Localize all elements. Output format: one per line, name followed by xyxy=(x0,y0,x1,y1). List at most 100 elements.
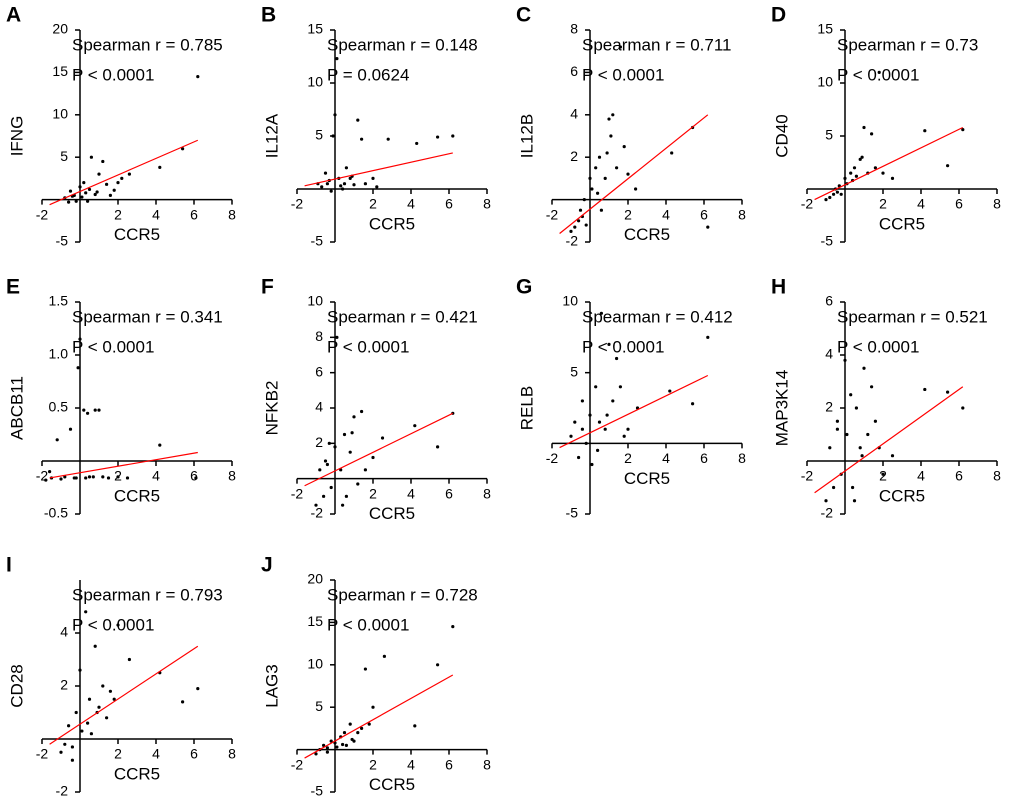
y-tick-label: 20 xyxy=(307,571,323,587)
fit-line xyxy=(559,374,709,449)
fit-line xyxy=(49,139,199,206)
point xyxy=(76,366,80,370)
annotation: Spearman r = 0.412 xyxy=(582,307,733,326)
point xyxy=(824,198,828,202)
point xyxy=(97,408,101,412)
x-axis-label: CCR5 xyxy=(879,486,925,505)
point xyxy=(852,166,857,170)
x-axis-label: CCR5 xyxy=(624,469,670,488)
point xyxy=(335,57,339,61)
point xyxy=(329,485,333,490)
point xyxy=(618,385,623,389)
y-tick-label: 1.0 xyxy=(49,346,69,362)
point xyxy=(584,223,588,227)
point xyxy=(594,385,598,389)
point xyxy=(605,413,609,417)
point xyxy=(873,166,878,170)
point xyxy=(854,406,859,410)
x-tick-label: -2 xyxy=(291,756,304,772)
point xyxy=(611,113,615,117)
x-tick-label: -2 xyxy=(36,206,49,222)
x-tick-label: 6 xyxy=(190,746,198,762)
point xyxy=(120,176,124,180)
point xyxy=(59,477,63,481)
y-tick-label: 8 xyxy=(570,21,578,37)
point xyxy=(569,229,573,233)
annotation: Spearman r = 0.148 xyxy=(327,35,478,54)
x-tick-label: 4 xyxy=(407,485,415,501)
x-tick-label: 6 xyxy=(700,206,708,222)
point xyxy=(322,494,326,498)
point xyxy=(451,134,455,138)
point xyxy=(68,427,73,431)
point xyxy=(626,427,630,431)
y-tick-label: -5 xyxy=(311,783,324,799)
x-tick-label: 2 xyxy=(624,450,632,466)
y-tick-label: 8 xyxy=(315,328,323,344)
point xyxy=(622,145,626,149)
point xyxy=(63,475,67,479)
panel-letter: H xyxy=(771,276,786,299)
x-tick-label: -2 xyxy=(291,196,304,212)
point xyxy=(375,185,379,189)
panel-letter: A xyxy=(6,4,21,27)
x-tick-label: 2 xyxy=(369,196,377,212)
y-tick-label: 5 xyxy=(825,127,833,143)
x-tick-label: 2 xyxy=(114,746,122,762)
panel-letter: F xyxy=(261,276,274,299)
point xyxy=(127,172,131,176)
y-tick-label: 15 xyxy=(52,63,68,79)
point xyxy=(599,208,604,212)
point xyxy=(858,446,862,450)
point xyxy=(670,151,674,155)
y-tick-label: 5 xyxy=(315,698,323,714)
x-tick-label: 4 xyxy=(662,206,670,222)
x-tick-label: 2 xyxy=(624,206,632,222)
point xyxy=(706,225,710,229)
point xyxy=(196,687,200,691)
x-tick-label: 6 xyxy=(445,756,453,772)
point xyxy=(320,185,324,189)
panel-letter: D xyxy=(771,4,786,27)
point xyxy=(634,187,638,191)
point xyxy=(588,413,592,417)
point xyxy=(597,420,602,424)
point xyxy=(352,415,356,419)
point xyxy=(93,644,97,648)
x-tick-label: 4 xyxy=(662,450,670,466)
y-tick-label: 2 xyxy=(570,148,578,164)
y-axis-label: CD28 xyxy=(7,664,26,707)
point xyxy=(382,654,386,658)
annotation: Spearman r = 0.341 xyxy=(72,307,223,326)
point xyxy=(596,448,600,452)
point xyxy=(108,689,112,693)
point xyxy=(78,668,82,672)
x-tick-label: 8 xyxy=(483,485,491,501)
point xyxy=(101,159,105,164)
point xyxy=(86,199,90,203)
y-tick-label: -2 xyxy=(56,783,69,799)
point xyxy=(325,750,329,754)
point xyxy=(607,117,611,121)
point xyxy=(342,432,347,437)
x-tick-label: 8 xyxy=(738,450,746,466)
fit-line xyxy=(814,386,964,494)
point xyxy=(78,337,82,341)
point xyxy=(371,176,375,180)
point xyxy=(116,181,120,185)
point xyxy=(668,389,672,393)
point xyxy=(116,475,120,479)
panel-letter: B xyxy=(261,4,276,27)
point xyxy=(67,200,71,204)
x-axis-label: CCR5 xyxy=(369,775,415,794)
point xyxy=(356,731,360,735)
point xyxy=(158,165,162,169)
point xyxy=(615,166,619,170)
x-axis-label: CCR5 xyxy=(624,225,670,244)
point xyxy=(380,436,385,440)
point xyxy=(87,697,92,701)
x-tick-label: 6 xyxy=(955,196,963,212)
x-tick-label: 8 xyxy=(228,468,236,484)
y-tick-label: 2 xyxy=(825,399,833,415)
point xyxy=(339,184,343,188)
